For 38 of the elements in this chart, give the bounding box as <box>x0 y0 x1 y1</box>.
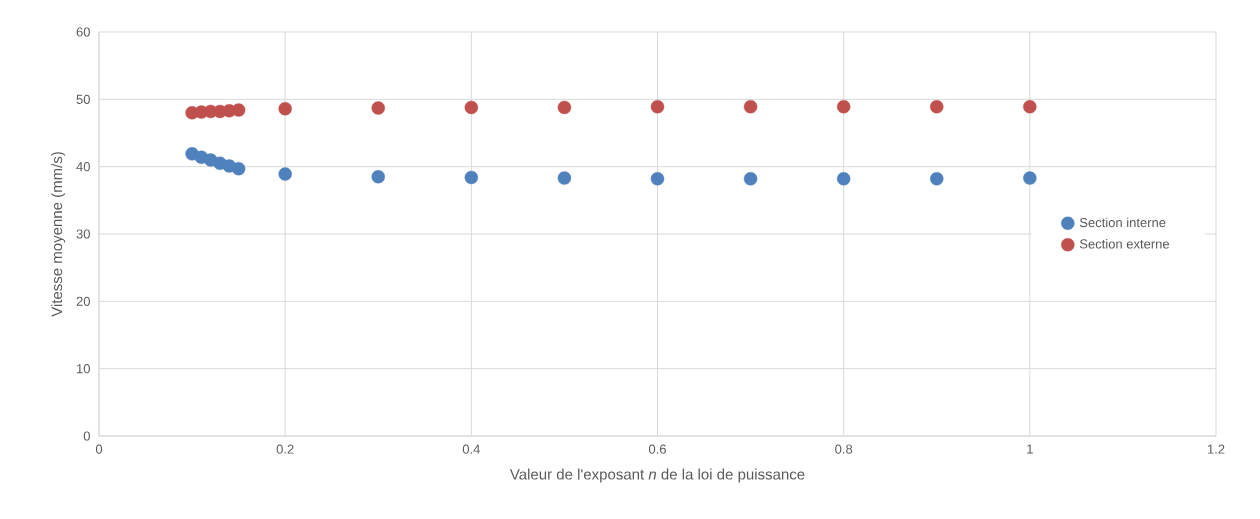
point <box>371 101 385 115</box>
point <box>1023 171 1037 185</box>
x-tick-label: 0.4 <box>462 444 480 454</box>
point <box>930 100 944 114</box>
point <box>231 103 246 117</box>
y-tick-label: 10 <box>76 364 90 374</box>
x-tick-label: 1 <box>1027 444 1033 454</box>
x-tick-label: 1.2 <box>1207 444 1225 454</box>
x-tick-label: 0 <box>95 444 103 454</box>
y-tick-label: 60 <box>76 27 90 37</box>
x-tick-label: 0.6 <box>648 444 666 454</box>
point <box>278 102 292 116</box>
y-tick-label: 0 <box>83 431 90 441</box>
point <box>371 170 385 184</box>
x-tick-label: 0.2 <box>276 444 294 454</box>
y-axis-title: Vitesse moyenne (mm/s) <box>51 152 66 317</box>
point <box>930 172 944 186</box>
point <box>1023 100 1037 114</box>
point <box>557 171 572 185</box>
legend-label: Section externe <box>1079 238 1170 249</box>
point <box>743 100 758 114</box>
legend-label: Section interne <box>1079 217 1166 228</box>
point <box>650 100 665 114</box>
point <box>464 100 479 115</box>
x-tick-label: 0.8 <box>835 444 853 454</box>
point <box>557 100 572 115</box>
point <box>464 170 479 185</box>
y-tick-label: 30 <box>76 229 90 239</box>
point <box>836 100 851 114</box>
point <box>650 172 665 186</box>
point <box>836 172 851 186</box>
point <box>278 167 292 181</box>
y-tick-label: 20 <box>76 296 90 306</box>
point <box>231 161 246 176</box>
y-tick-label: 50 <box>76 94 90 104</box>
point <box>743 172 758 186</box>
x-axis-title: Valeur de l'exposant n de la loi de puissance <box>509 468 805 483</box>
y-tick-label: 40 <box>76 162 90 172</box>
